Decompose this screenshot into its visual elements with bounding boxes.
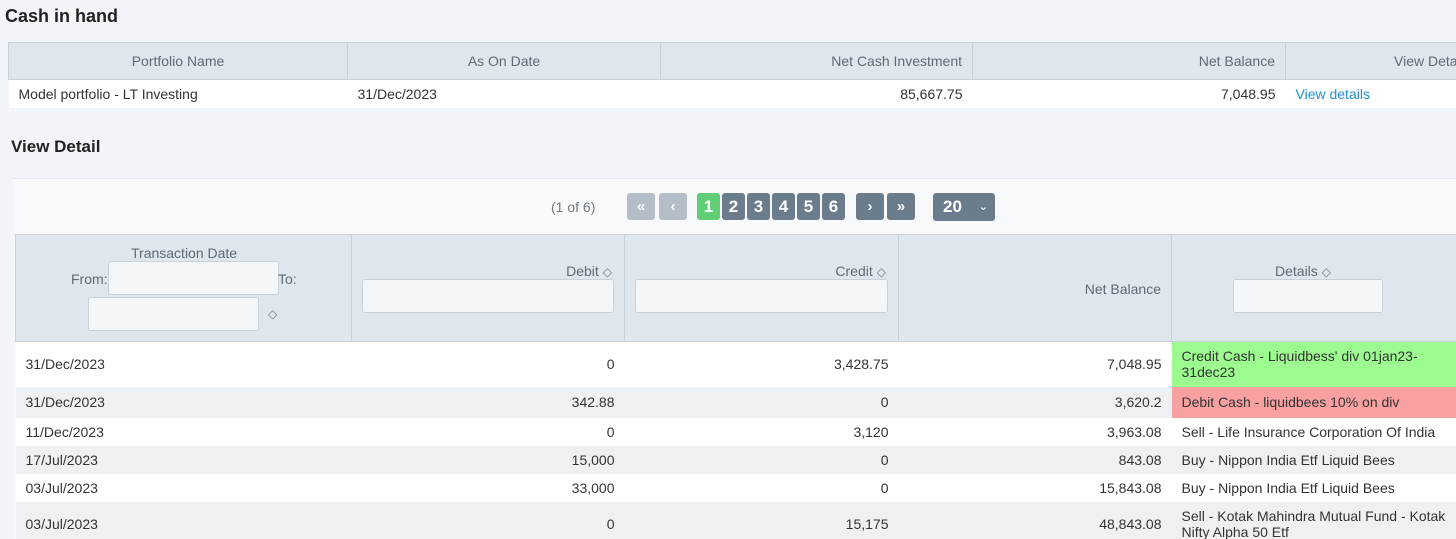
portfolio-name-cell: Model portfolio - LT Investing [8,79,348,108]
view-detail-title: View Detail [11,137,101,156]
transaction-date-label: Transaction Date [131,245,238,261]
col-view-details: View Details [1285,42,1456,80]
header-credit: Credit ◇ [624,234,899,342]
chevron-left-icon: ‹ [670,198,676,215]
debit-cell: 0 [351,417,625,446]
date-from-input[interactable] [108,261,279,295]
credit-cell: 0 [624,445,899,474]
details-cell: Sell - Kotak Mahindra Mutual Fund - Kota… [1171,501,1456,539]
view-details-link[interactable]: View details [1295,85,1370,102]
net-balance-cell: 3,620.2 [898,386,1172,418]
debit-cell: 0 [351,341,625,387]
page-button-5[interactable]: 5 [797,193,820,220]
net-balance-cell: 7,048.95 [898,341,1172,387]
sort-icon[interactable]: ◇ [876,265,886,279]
chevron-right-icon: › [867,198,873,215]
page-button-1[interactable]: 1 [697,193,720,220]
debit-cell: 0 [351,501,625,539]
table-row: 03/Jul/2023 0 15,175 48,843.08 Sell - Ko… [15,501,1456,539]
date-cell: 03/Jul/2023 [15,473,352,502]
date-to-input[interactable] [88,297,259,331]
double-chevron-right-icon: » [896,198,906,215]
details-cell: Sell - Life Insurance Corporation Of Ind… [1171,417,1456,446]
page-button-3[interactable]: 3 [747,193,770,220]
net-balance-cell: 7,048.95 [972,79,1286,108]
col-portfolio-name: Portfolio Name [8,42,348,80]
prev-page-button[interactable]: ‹ [659,193,687,220]
next-page-button[interactable]: › [856,193,884,220]
rows-per-page-select[interactable]: 20 ⌄ [933,193,995,221]
date-cell: 31/Dec/2023 [15,341,352,387]
date-cell: 11/Dec/2023 [15,417,352,446]
double-chevron-left-icon: « [636,198,646,215]
debit-filter-input[interactable] [362,279,614,313]
col-as-on-date: As On Date [347,42,661,80]
credit-filter-input[interactable] [635,279,888,313]
details-label: Details [1275,263,1318,279]
to-label: To: [278,271,297,287]
net-balance-label: Net Balance [1084,281,1161,297]
credit-cell: 0 [624,473,899,502]
details-cell: Debit Cash - liquidbees 10% on div [1171,386,1456,418]
table-row: 03/Jul/2023 33,000 0 15,843.08 Buy - Nip… [15,473,1456,502]
net-balance-cell: 3,963.08 [898,417,1172,446]
debit-label: Debit [566,263,599,279]
debit-cell: 342.88 [351,386,625,418]
credit-cell: 0 [624,386,899,418]
date-cell: 17/Jul/2023 [15,445,352,474]
col-net-cash-investment: Net Cash Investment [660,42,973,80]
credit-cell: 3,428.75 [624,341,899,387]
table-row: 17/Jul/2023 15,000 0 843.08 Buy - Nippon… [15,445,1456,474]
net-cash-investment-cell: 85,667.75 [660,79,973,108]
sort-icon[interactable]: ◇ [1321,265,1332,279]
details-cell: Buy - Nippon India Etf Liquid Bees [1171,445,1456,474]
chevron-down-icon: ⌄ [978,201,988,213]
credit-cell: 3,120 [624,417,899,446]
net-balance-cell: 48,843.08 [898,501,1172,539]
credit-label: Credit [835,263,873,279]
page-button-6[interactable]: 6 [822,193,845,220]
date-cell: 31/Dec/2023 [15,386,352,418]
as-on-date-cell: 31/Dec/2023 [347,79,661,108]
debit-cell: 33,000 [351,473,625,502]
transactions-table: Transaction Date From: To: ◇ Debit ◇ Cred… [15,234,1456,539]
table-row: 31/Dec/2023 342.88 0 3,620.2 Debit Cash … [15,386,1456,418]
header-debit: Debit ◇ [351,234,625,342]
table-row: 11/Dec/2023 0 3,120 3,963.08 Sell - Life… [15,417,1456,446]
page-button-4[interactable]: 4 [772,193,795,220]
header-net-balance: Net Balance [898,234,1172,342]
net-balance-cell: 843.08 [898,445,1172,474]
col-net-balance: Net Balance [972,42,1286,80]
page-info: (1 of 6) [551,199,596,215]
header-transaction-date: Transaction Date From: To: ◇ [15,234,352,342]
debit-cell: 15,000 [351,445,625,474]
table-row: 31/Dec/2023 0 3,428.75 7,048.95 Credit C… [15,341,1456,387]
page-button-2[interactable]: 2 [722,193,745,220]
details-filter-input[interactable] [1233,279,1383,313]
date-cell: 03/Jul/2023 [15,501,352,539]
details-cell: Buy - Nippon India Etf Liquid Bees [1171,473,1456,502]
credit-cell: 15,175 [624,501,899,539]
from-label: From: [71,271,108,287]
last-page-button[interactable]: » [887,193,915,220]
net-balance-cell: 15,843.08 [898,473,1172,502]
header-details: Details ◇ [1171,234,1456,342]
table-row: Model portfolio - LT Investing 31/Dec/20… [8,79,1456,108]
sort-icon[interactable]: ◇ [268,307,278,321]
details-cell: Credit Cash - Liquidbess' div 01jan23-31… [1171,341,1456,387]
sort-icon[interactable]: ◇ [602,265,612,279]
first-page-button[interactable]: « [627,193,655,220]
cash-summary-table: Portfolio Name As On Date Net Cash Inves… [8,42,1456,108]
paginator: (1 of 6) « ‹ 1 2 3 4 5 6 › » 20 ⌄ [13,179,1456,234]
detail-panel: (1 of 6) « ‹ 1 2 3 4 5 6 › » 20 ⌄ [13,178,1456,539]
cash-in-hand-title: Cash in hand [5,6,119,26]
rows-per-page-value: 20 [943,197,962,216]
